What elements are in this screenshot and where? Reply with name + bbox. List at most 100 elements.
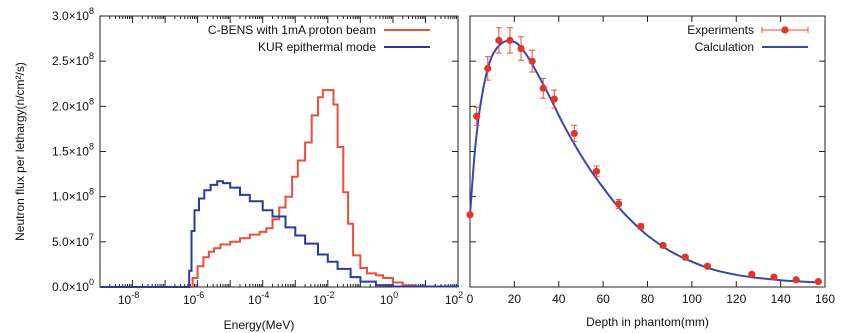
- left-x-tick-label-base: 10: [183, 293, 197, 307]
- left-x-tick-label: 10-8: [118, 290, 139, 307]
- left-x-tick-label-exp: 2: [458, 290, 463, 300]
- left-y-tick-label-base: 2.0×10: [52, 99, 89, 113]
- left-y-tick-label-exp: 8: [89, 96, 94, 106]
- left-x-tick-label: 102: [445, 290, 463, 307]
- right-plot-frame: [469, 15, 826, 288]
- left-series-line-1: [100, 180, 459, 288]
- left-y-ticks: 0.0×1005.0×1071.0×1081.5×1082.0×1082.5×1…: [52, 6, 458, 294]
- right-legend-label-0: Experiments: [687, 23, 754, 37]
- right-y-ticks: [470, 15, 825, 288]
- right-experiment-marker: [550, 95, 558, 103]
- right-experiment-point: [550, 89, 558, 109]
- left-x-ticks: 10-8 10-6 10-4 10-2 100 102: [99, 16, 463, 307]
- left-x-tick-label-exp: -8: [131, 290, 139, 300]
- left-y-tick-label: 2.0×108: [52, 96, 94, 113]
- left-chart: 0.0×1005.0×1071.0×1081.5×1082.0×1082.5×1…: [13, 6, 463, 332]
- right-experiment-marker: [703, 262, 712, 270]
- left-y-tick-label: 5.0×107: [52, 232, 94, 249]
- right-experiment-point: [770, 273, 778, 281]
- left-y-axis-label: Neutron flux per lethargy(n/cm²/s): [13, 62, 27, 241]
- right-series: [466, 27, 822, 286]
- right-experiment-point: [473, 106, 481, 126]
- left-x-axis-label: Energy(MeV): [224, 318, 295, 332]
- right-x-tick-label: 20: [508, 292, 522, 306]
- left-x-tick-label-base: 10: [380, 293, 394, 307]
- right-experiment-point: [466, 211, 474, 219]
- left-plot-frame: [99, 15, 459, 288]
- right-experiment-marker: [539, 84, 547, 92]
- right-x-tick-label: 120: [726, 292, 746, 306]
- left-x-tick-label-base: 10: [313, 293, 327, 307]
- right-experiment-point: [659, 241, 667, 250]
- right-experiment-marker: [570, 129, 578, 138]
- left-y-tick-label-base: 1.0×10: [52, 190, 89, 204]
- left-legend: C-BENS with 1mA proton beam KUR epitherma…: [208, 23, 430, 54]
- left-y-tick-label-base: 1.5×10: [52, 145, 89, 159]
- right-experiment-point: [615, 198, 623, 209]
- left-y-tick-label-exp: 0: [89, 277, 94, 287]
- right-x-tick-label: 160: [815, 292, 835, 306]
- right-x-tick-label: 40: [552, 292, 566, 306]
- right-experiment-marker: [466, 211, 474, 219]
- left-legend-label-1: KUR epithermal mode: [258, 40, 376, 54]
- left-x-tick-label-exp: -4: [261, 290, 269, 300]
- right-chart: 0 20 40 60 80 100 120 140 160 Depth in phantom(m…: [466, 15, 835, 329]
- right-legend-label-1: Calculation: [695, 40, 754, 54]
- left-x-tick-label-base: 10: [445, 293, 459, 307]
- left-y-tick-label-exp: 8: [89, 51, 94, 61]
- left-y-tick-label-exp: 8: [89, 187, 94, 197]
- right-experiment-point: [539, 77, 547, 99]
- left-series-line-0: [100, 89, 459, 288]
- right-experiment-point: [637, 222, 645, 231]
- left-x-tick-label-exp: 0: [393, 290, 398, 300]
- right-experiment-marker: [792, 276, 800, 284]
- right-experiment-marker: [814, 277, 822, 286]
- right-experiment-point: [506, 27, 514, 54]
- right-x-ticks: 0 20 40 60 80 100 120 140 160: [467, 16, 835, 306]
- right-experiment-point: [528, 49, 536, 73]
- left-x-tick-label: 10-6: [183, 290, 204, 307]
- right-experiment-point: [748, 270, 756, 278]
- left-y-tick-label-base: 0.0×10: [52, 280, 89, 294]
- right-experiment-marker: [615, 200, 623, 208]
- right-experiment-marker: [637, 222, 645, 231]
- left-x-tick-label: 10-4: [248, 290, 269, 307]
- right-experiment-marker: [517, 44, 525, 53]
- right-legend-swatch-marker: [781, 26, 789, 34]
- right-experiment-point: [814, 277, 822, 286]
- left-y-tick-label-exp: 7: [89, 232, 94, 242]
- right-experiment-marker: [495, 36, 503, 44]
- left-y-tick-label: 3.0×108: [52, 6, 94, 23]
- left-x-tick-label: 100: [380, 290, 398, 307]
- right-legend: Experiments Calculation: [687, 23, 809, 54]
- left-y-tick-label: 1.0×108: [52, 187, 94, 204]
- left-y-tick-label: 0.0×100: [52, 277, 94, 294]
- right-x-tick-label: 0: [467, 292, 474, 306]
- right-experiment-marker: [748, 270, 756, 278]
- right-experiment-marker: [659, 241, 667, 250]
- right-x-tick-label: 60: [596, 292, 610, 306]
- right-x-tick-label: 140: [771, 292, 791, 306]
- right-x-tick-label: 80: [641, 292, 655, 306]
- left-y-tick-label: 1.5×108: [52, 142, 94, 159]
- right-experiment-marker: [592, 167, 601, 175]
- left-y-tick-label: 2.5×108: [52, 51, 94, 68]
- left-x-tick-label: 10-2: [313, 290, 334, 307]
- right-experiment-marker: [506, 36, 514, 44]
- left-y-tick-label-exp: 8: [89, 6, 94, 16]
- right-experiment-marker: [528, 57, 536, 65]
- right-experiment-point: [792, 276, 800, 284]
- left-legend-label-0: C-BENS with 1mA proton beam: [208, 23, 376, 37]
- right-calculation-line: [469, 39, 819, 284]
- left-series: [100, 89, 459, 288]
- left-x-tick-label-base: 10: [118, 293, 132, 307]
- right-experiment-point: [703, 262, 712, 270]
- right-experiment-marker: [770, 273, 778, 281]
- right-experiment-marker: [473, 112, 481, 120]
- left-x-tick-label-base: 10: [248, 293, 262, 307]
- left-y-tick-label-exp: 8: [89, 142, 94, 152]
- right-experiment-marker: [681, 253, 689, 261]
- right-experiment-point: [495, 27, 503, 54]
- left-x-tick-label-exp: -2: [326, 290, 334, 300]
